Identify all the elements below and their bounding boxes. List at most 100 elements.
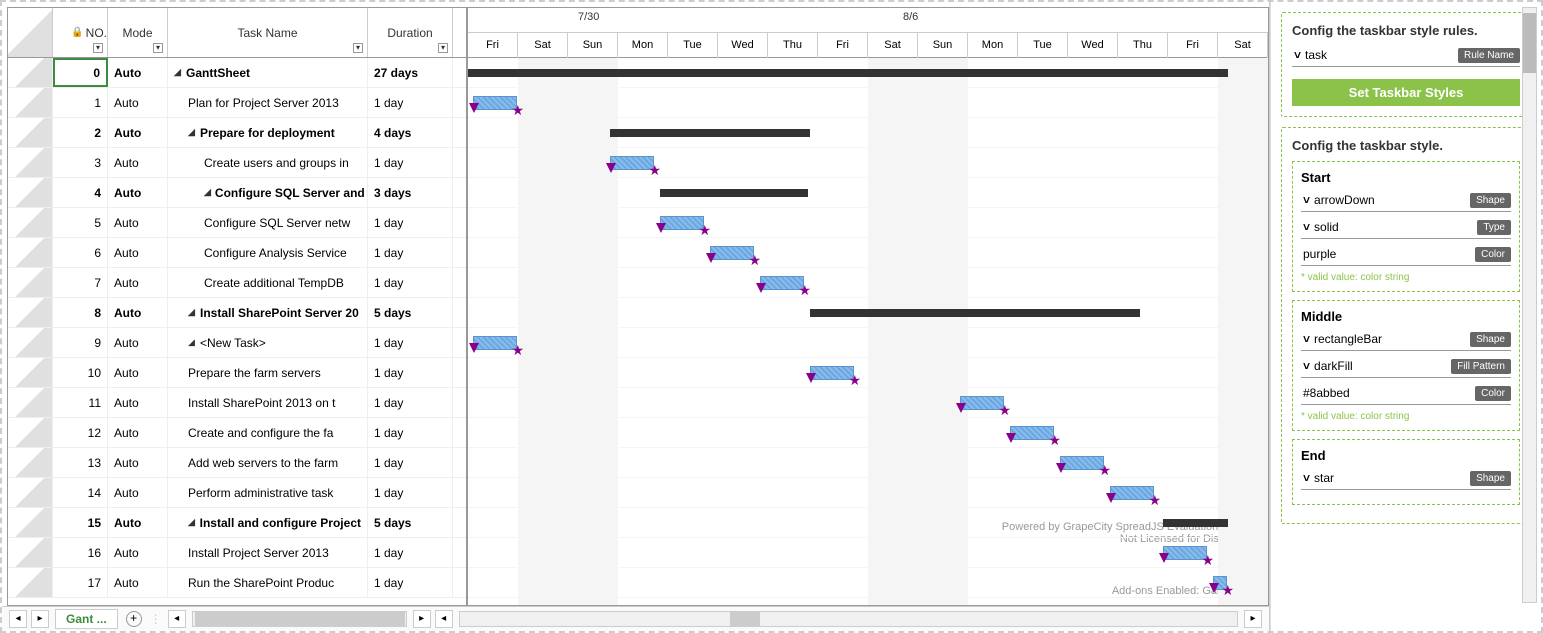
day-header: Mon xyxy=(618,33,668,58)
summary-bar[interactable] xyxy=(660,189,808,197)
task-bar[interactable]: ★ xyxy=(1213,576,1227,590)
col-duration[interactable]: Duration ▾ xyxy=(368,8,453,57)
table-row[interactable]: 2Auto◢Prepare for deployment4 days xyxy=(8,118,466,148)
week-label: 7/30 xyxy=(578,11,599,23)
col-task[interactable]: Task Name ▾ xyxy=(168,8,368,57)
day-header: Wed xyxy=(718,33,768,58)
field-badge: Type xyxy=(1477,220,1511,235)
style-input[interactable]: #8abbed xyxy=(1301,384,1475,402)
table-row[interactable]: 17AutoRun the SharePoint Produc1 day xyxy=(8,568,466,598)
day-header: Tue xyxy=(1018,33,1068,58)
task-bar[interactable]: ★ xyxy=(1010,426,1054,440)
task-bar[interactable]: ★ xyxy=(1163,546,1207,560)
filter-icon[interactable]: ▾ xyxy=(93,43,103,53)
day-header: Thu xyxy=(768,33,818,58)
table-row[interactable]: 7AutoCreate additional TempDB1 day xyxy=(8,268,466,298)
gantt-scroll-right-button[interactable]: ▸ xyxy=(1244,610,1262,628)
table-row[interactable]: 4Auto◢Configure SQL Server and A3 days xyxy=(8,178,466,208)
gantt-row xyxy=(468,148,1268,178)
summary-bar[interactable] xyxy=(610,129,810,137)
summary-bar[interactable] xyxy=(468,69,1228,77)
table-row[interactable]: 8Auto◢Install SharePoint Server 205 days xyxy=(8,298,466,328)
table-row[interactable]: 0Auto◢GanttSheet27 days xyxy=(8,58,466,88)
task-bar[interactable]: ★ xyxy=(710,246,754,260)
day-header: Sat xyxy=(1218,33,1268,58)
style-dropdown[interactable]: arrowDown xyxy=(1301,191,1470,209)
week-label: 8/6 xyxy=(903,11,918,23)
style-dropdown[interactable]: darkFill xyxy=(1301,357,1451,375)
task-bar[interactable]: ★ xyxy=(610,156,654,170)
rules-title: Config the taskbar style rules. xyxy=(1292,23,1520,38)
gantt-row xyxy=(468,418,1268,448)
hint-text: * valid value: color string xyxy=(1301,411,1511,422)
task-bar[interactable]: ★ xyxy=(960,396,1004,410)
table-row[interactable]: 3AutoCreate users and groups in1 day xyxy=(8,148,466,178)
filter-icon[interactable]: ▾ xyxy=(353,43,363,53)
table-row[interactable]: 5AutoConfigure SQL Server netw1 day xyxy=(8,208,466,238)
rule-badge: Rule Name xyxy=(1458,48,1520,63)
gantt-scroll-left-button[interactable]: ◂ xyxy=(435,610,453,628)
tab-next-button[interactable]: ▸ xyxy=(31,610,49,628)
task-bar[interactable]: ★ xyxy=(473,336,517,350)
scroll-right-button[interactable]: ▸ xyxy=(413,610,431,628)
right-scrollbar[interactable] xyxy=(1522,7,1537,603)
day-header: Sun xyxy=(918,33,968,58)
style-input[interactable]: purple xyxy=(1301,245,1475,263)
table-row[interactable]: 6AutoConfigure Analysis Service1 day xyxy=(8,238,466,268)
rule-dropdown[interactable]: task xyxy=(1292,46,1458,64)
day-header: Sat xyxy=(518,33,568,58)
config-panel: Config the taskbar style rules. task Rul… xyxy=(1270,2,1541,631)
col-mode-label: Mode xyxy=(122,26,152,40)
task-bar[interactable]: ★ xyxy=(473,96,517,110)
field-badge: Fill Pattern xyxy=(1451,359,1511,374)
day-header: Fri xyxy=(468,33,518,58)
filter-icon[interactable]: ▾ xyxy=(438,43,448,53)
table-row[interactable]: 10AutoPrepare the farm servers1 day xyxy=(8,358,466,388)
table-row[interactable]: 12AutoCreate and configure the fa1 day xyxy=(8,418,466,448)
gantt-scrollbar[interactable] xyxy=(459,611,1238,627)
style-dropdown[interactable]: star xyxy=(1301,469,1470,487)
gantt-row xyxy=(468,568,1268,598)
task-bar[interactable]: ★ xyxy=(810,366,854,380)
col-no-label: NO. xyxy=(86,26,107,40)
set-styles-button[interactable]: Set Taskbar Styles xyxy=(1292,79,1520,106)
gantt-row xyxy=(468,358,1268,388)
task-bar[interactable]: ★ xyxy=(660,216,704,230)
gantt-row xyxy=(468,238,1268,268)
table-row[interactable]: 9Auto◢<New Task>1 day xyxy=(8,328,466,358)
scroll-left-button[interactable]: ◂ xyxy=(168,610,186,628)
summary-bar[interactable] xyxy=(1163,519,1228,527)
corner-cell[interactable] xyxy=(8,8,53,57)
tab-prev-button[interactable]: ◂ xyxy=(9,610,27,628)
style-dropdown[interactable]: solid xyxy=(1301,218,1477,236)
sheet-tab[interactable]: Gant ... xyxy=(55,609,118,629)
table-row[interactable]: 1AutoPlan for Project Server 20131 day xyxy=(8,88,466,118)
col-duration-label: Duration xyxy=(387,26,432,40)
table-row[interactable]: 13AutoAdd web servers to the farm1 day xyxy=(8,448,466,478)
day-header: Mon xyxy=(968,33,1018,58)
day-header: Fri xyxy=(1168,33,1218,58)
style-dropdown[interactable]: rectangleBar xyxy=(1301,330,1470,348)
task-bar[interactable]: ★ xyxy=(1110,486,1154,500)
section-title: Middle xyxy=(1301,309,1511,324)
gantt-row xyxy=(468,178,1268,208)
filter-icon[interactable]: ▾ xyxy=(153,43,163,53)
table-row[interactable]: 16AutoInstall Project Server 20131 day xyxy=(8,538,466,568)
col-mode[interactable]: Mode ▾ xyxy=(108,8,168,57)
field-badge: Color xyxy=(1475,386,1511,401)
field-badge: Shape xyxy=(1470,332,1511,347)
style-title: Config the taskbar style. xyxy=(1292,138,1520,153)
gantt-row xyxy=(468,208,1268,238)
summary-bar[interactable] xyxy=(810,309,1140,317)
section-title: Start xyxy=(1301,170,1511,185)
table-row[interactable]: 14AutoPerform administrative task1 day xyxy=(8,478,466,508)
task-bar[interactable]: ★ xyxy=(760,276,804,290)
add-sheet-button[interactable]: + xyxy=(126,611,142,627)
task-bar[interactable]: ★ xyxy=(1060,456,1104,470)
table-row[interactable]: 15Auto◢Install and configure Project5 da… xyxy=(8,508,466,538)
table-row[interactable]: 11AutoInstall SharePoint 2013 on t1 day xyxy=(8,388,466,418)
col-no[interactable]: 🔒 NO. ▾ xyxy=(53,8,108,57)
day-header: Sun xyxy=(568,33,618,58)
task-scrollbar[interactable] xyxy=(192,611,407,627)
day-header: Fri xyxy=(818,33,868,58)
